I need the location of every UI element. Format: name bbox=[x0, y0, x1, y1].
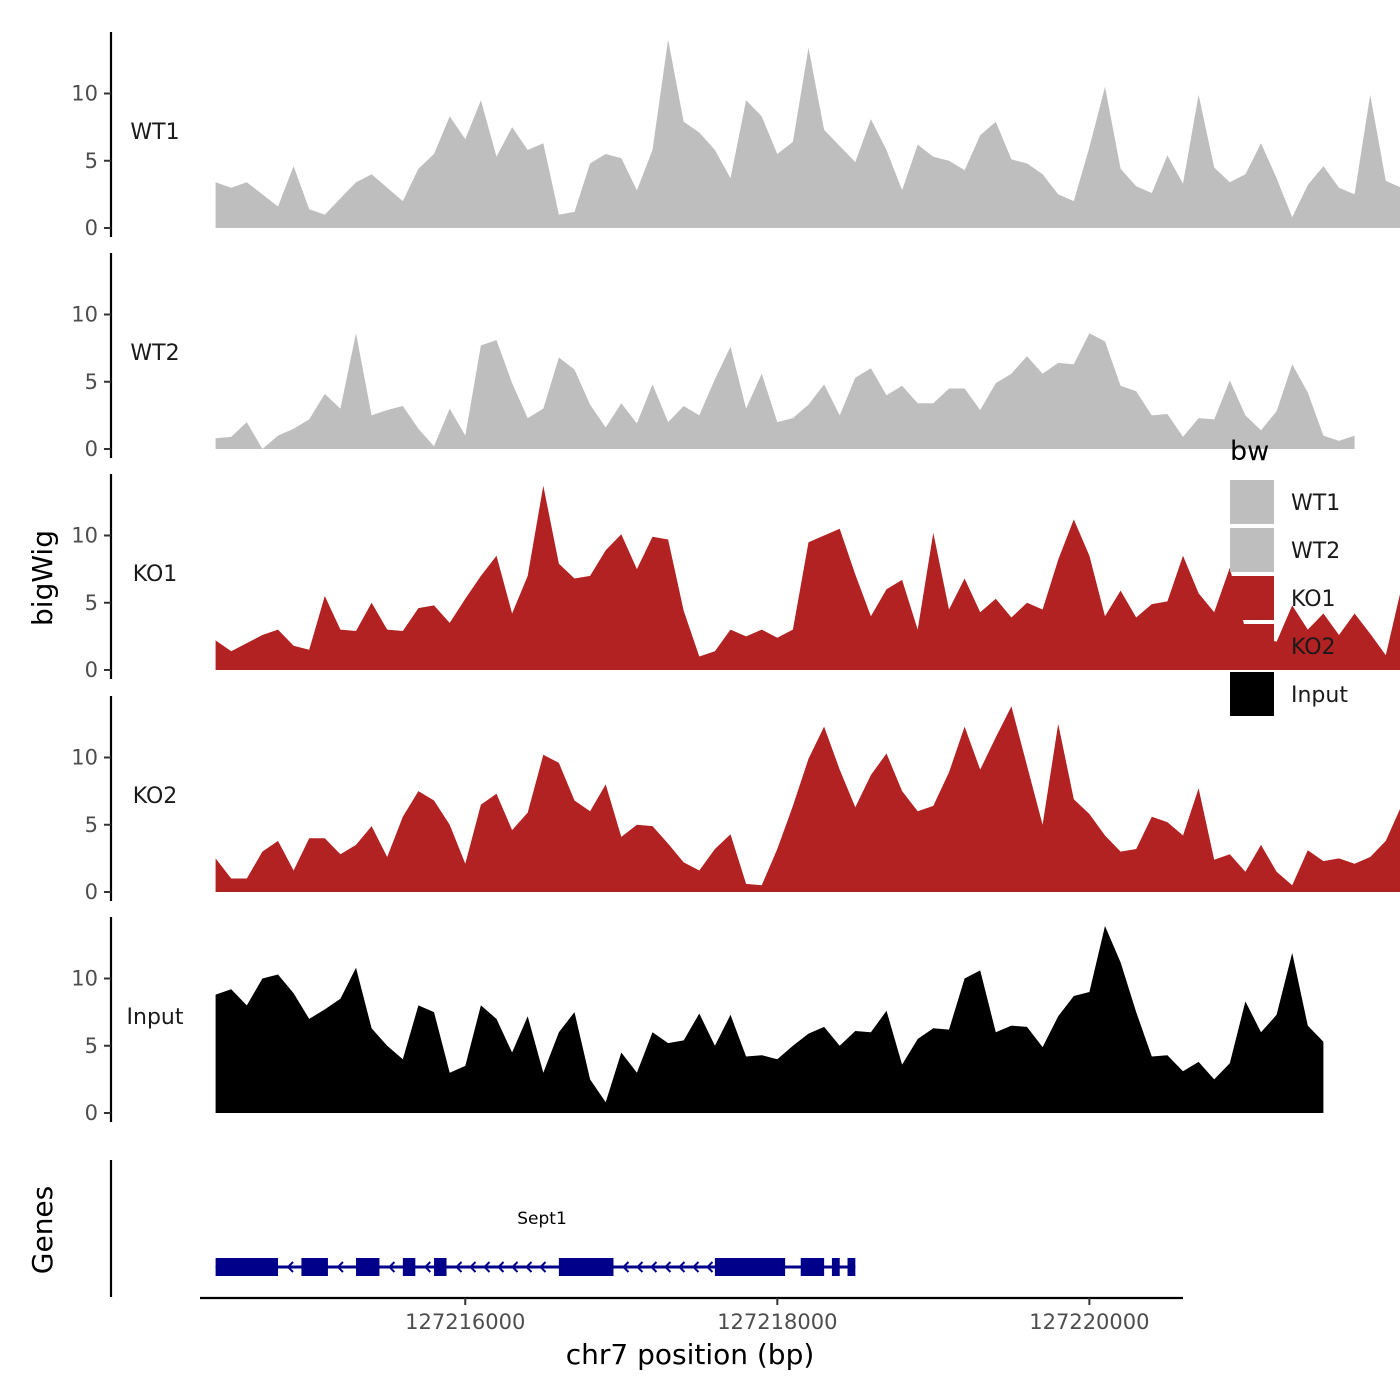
y-tick-label: 10 bbox=[71, 524, 98, 548]
gene-exon bbox=[402, 1258, 416, 1276]
y-tick-label: 10 bbox=[71, 746, 98, 770]
x-tick-label: 127216000 bbox=[405, 1310, 525, 1334]
y-tick-label: 5 bbox=[85, 591, 98, 615]
y-tick-label: 5 bbox=[85, 813, 98, 837]
y-tick-label: 10 bbox=[71, 967, 98, 991]
gene-exon bbox=[301, 1258, 328, 1276]
legend-key-input bbox=[1230, 672, 1274, 716]
area-ko2 bbox=[215, 706, 1400, 892]
track-label-wt2: WT2 bbox=[130, 341, 179, 366]
legend-title: bw bbox=[1230, 436, 1269, 467]
gene-exon bbox=[215, 1258, 279, 1276]
gene-panel-title: Genes bbox=[26, 1186, 59, 1274]
strand-arrow bbox=[636, 1261, 644, 1273]
legend: bw WT1 WT2 KO1 KO2 Input bbox=[1230, 436, 1348, 716]
strand-arrow bbox=[388, 1261, 396, 1273]
y-tick-label: 0 bbox=[85, 216, 98, 240]
strand-arrow bbox=[469, 1261, 477, 1273]
gene-exon bbox=[831, 1258, 840, 1276]
y-tick-label: 0 bbox=[85, 880, 98, 904]
y-tick-label: 5 bbox=[85, 370, 98, 394]
area-wt2 bbox=[215, 333, 1355, 449]
area-input bbox=[215, 926, 1324, 1113]
strand-arrow bbox=[336, 1261, 344, 1273]
tracks-layer: 0 5 10 WT1 0 5 10 WT2 0 5 10 KO1 0 5 10 KO2 0 5 10 Input bbox=[71, 32, 1400, 1125]
strand-arrow bbox=[511, 1261, 519, 1273]
track-ko2: 0 5 10 KO2 bbox=[71, 696, 1400, 904]
track-wt1: 0 5 10 WT1 bbox=[71, 32, 1400, 240]
strand-arrow bbox=[497, 1261, 505, 1273]
legend-key-wt1 bbox=[1230, 480, 1274, 524]
strand-arrow bbox=[622, 1261, 630, 1273]
y-tick-label: 0 bbox=[85, 437, 98, 461]
legend-label-wt2: WT2 bbox=[1291, 539, 1340, 564]
strand-arrow bbox=[286, 1261, 294, 1273]
track-input: 0 5 10 Input bbox=[71, 917, 1324, 1125]
track-wt2: 0 5 10 WT2 bbox=[71, 253, 1355, 461]
x-axis-title: chr7 position (bp) bbox=[566, 1338, 815, 1371]
y-tick-label: 5 bbox=[85, 1034, 98, 1058]
strand-arrow bbox=[525, 1261, 533, 1273]
gene-exon bbox=[800, 1258, 825, 1276]
legend-label-ko2: KO2 bbox=[1291, 635, 1336, 660]
y-tick-label: 0 bbox=[85, 1101, 98, 1125]
track-label-ko1: KO1 bbox=[133, 562, 178, 587]
gene-name-label: Sept1 bbox=[517, 1209, 567, 1229]
legend-key-ko2 bbox=[1230, 624, 1274, 668]
gene-exon bbox=[714, 1258, 786, 1276]
legend-label-ko1: KO1 bbox=[1291, 587, 1336, 612]
legend-label-input: Input bbox=[1291, 683, 1348, 708]
track-label-ko2: KO2 bbox=[133, 784, 178, 809]
legend-key-ko1 bbox=[1230, 576, 1274, 620]
area-wt1 bbox=[215, 39, 1400, 228]
gene-exon bbox=[847, 1258, 856, 1276]
strand-arrow bbox=[692, 1261, 700, 1273]
legend-label-wt1: WT1 bbox=[1291, 491, 1340, 516]
track-label-wt1: WT1 bbox=[130, 120, 179, 145]
gene-exon bbox=[356, 1258, 380, 1276]
y-axis-title: bigWig bbox=[26, 530, 59, 626]
x-tick-label: 127220000 bbox=[1029, 1310, 1149, 1334]
x-tick-label: 127218000 bbox=[717, 1310, 837, 1334]
strand-arrow bbox=[483, 1261, 491, 1273]
strand-arrow bbox=[650, 1261, 658, 1273]
strand-arrow bbox=[664, 1261, 672, 1273]
gene-exon bbox=[558, 1258, 614, 1276]
area-ko1 bbox=[215, 485, 1400, 670]
y-tick-label: 10 bbox=[71, 82, 98, 106]
strand-arrow bbox=[455, 1261, 463, 1273]
y-tick-label: 10 bbox=[71, 303, 98, 327]
y-tick-label: 5 bbox=[85, 149, 98, 173]
strand-arrow bbox=[423, 1261, 432, 1273]
track-label-input: Input bbox=[127, 1005, 184, 1030]
strand-arrow bbox=[539, 1261, 547, 1273]
legend-key-wt2 bbox=[1230, 528, 1274, 572]
gene-exon bbox=[434, 1258, 447, 1276]
track-ko1: 0 5 10 KO1 bbox=[71, 474, 1400, 682]
gene-layer: Sept1 bbox=[109, 1160, 856, 1297]
x-axis: 127216000 127218000 127220000 bbox=[200, 1296, 1183, 1334]
y-tick-label: 0 bbox=[85, 658, 98, 682]
strand-arrow bbox=[706, 1261, 714, 1273]
strand-arrow bbox=[678, 1261, 686, 1273]
